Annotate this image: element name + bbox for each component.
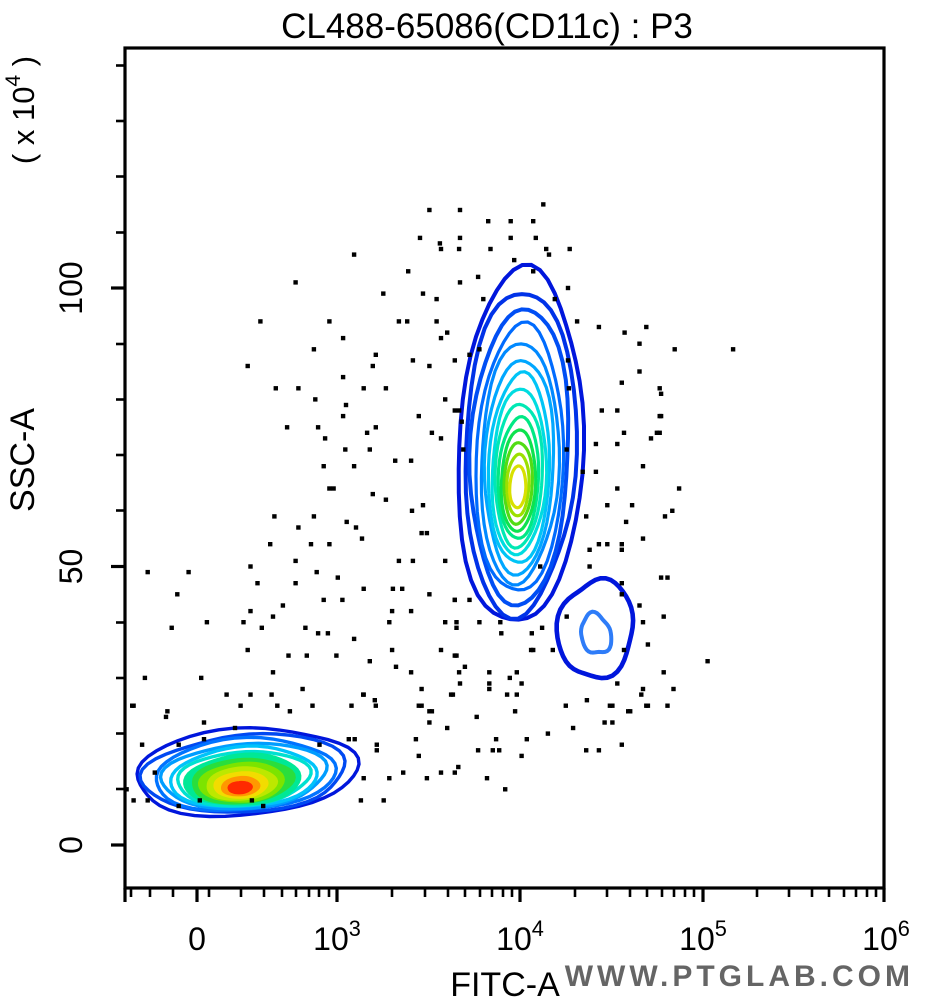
y-axis-ticks: [111, 64, 125, 847]
x-axis-tick-labels: 0 103 104 105 106: [188, 916, 910, 957]
watermark: WWW.PTGLAB.COM: [565, 960, 914, 993]
svg-text:105: 105: [679, 916, 727, 957]
y-axis-tick-labels: 0 50 100: [53, 261, 89, 854]
x-axis-label: FITC-A: [450, 966, 560, 1004]
svg-text:104: 104: [496, 916, 544, 957]
svg-text:100: 100: [53, 261, 89, 314]
y-axis-label: SSC-A: [4, 408, 42, 512]
svg-text:106: 106: [862, 916, 910, 957]
svg-text:0: 0: [53, 836, 89, 854]
svg-text:50: 50: [53, 549, 89, 585]
plot-frame: [123, 46, 886, 890]
y-axis-unit-label: ( x 104 ): [2, 56, 41, 164]
density-contours: [135, 262, 636, 819]
scatter-dots: [125, 202, 736, 809]
svg-text:( x 104 ): ( x 104 ): [2, 56, 41, 164]
svg-text:0: 0: [188, 921, 206, 957]
x-axis-ticks: [123, 888, 886, 902]
plot-title: CL488-65086(CD11c) : P3: [281, 7, 693, 46]
svg-text:103: 103: [313, 916, 361, 957]
